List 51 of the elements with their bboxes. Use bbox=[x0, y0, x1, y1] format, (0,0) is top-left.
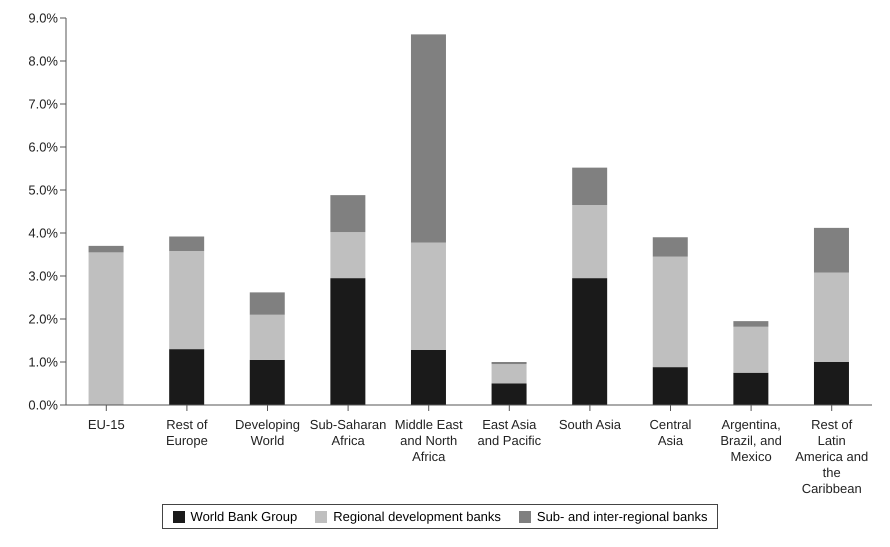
legend-label: Regional development banks bbox=[333, 509, 501, 524]
bar bbox=[330, 232, 366, 278]
bar bbox=[572, 205, 608, 278]
x-tick-label: Argentina, Brazil, and Mexico bbox=[720, 417, 782, 464]
y-tick-label: 8.0% bbox=[28, 54, 58, 69]
y-tick-label: 9.0% bbox=[28, 10, 58, 26]
bar bbox=[572, 278, 608, 405]
bar bbox=[492, 364, 527, 384]
x-tick-label: Rest of Europe bbox=[166, 417, 208, 448]
bar bbox=[88, 252, 124, 405]
bar bbox=[733, 321, 768, 327]
y-tick-label: 7.0% bbox=[28, 96, 58, 112]
bar bbox=[733, 372, 768, 405]
bar bbox=[814, 272, 849, 362]
bar bbox=[410, 34, 446, 242]
x-tick-label: EU-15 bbox=[88, 417, 125, 432]
y-tick-label: 1.0% bbox=[28, 354, 58, 370]
x-tick-label: Central Asia bbox=[650, 417, 692, 448]
x-tick-label: East Asia and Pacific bbox=[478, 417, 542, 448]
bar bbox=[652, 256, 688, 368]
x-tick-label: Rest of Latin America and the Caribbean bbox=[795, 417, 868, 496]
bar bbox=[250, 314, 285, 360]
x-tick-label: Middle East and North Africa bbox=[394, 417, 464, 464]
bar bbox=[814, 228, 849, 273]
bar bbox=[169, 349, 204, 405]
y-tick-label: 0.0% bbox=[28, 398, 58, 413]
bar bbox=[169, 251, 204, 350]
y-tick-label: 6.0% bbox=[28, 140, 58, 155]
bar bbox=[410, 242, 446, 350]
bar bbox=[652, 237, 688, 257]
bar bbox=[330, 195, 366, 232]
bar bbox=[410, 350, 446, 405]
bar bbox=[250, 292, 285, 315]
bar bbox=[733, 326, 768, 373]
bar bbox=[652, 367, 688, 405]
bar bbox=[492, 384, 527, 405]
y-tick-label: 5.0% bbox=[28, 182, 58, 198]
legend-label: World Bank Group bbox=[190, 509, 298, 524]
bar bbox=[169, 236, 204, 252]
x-tick-label: Developing World bbox=[234, 417, 300, 448]
y-tick-label: 4.0% bbox=[28, 226, 58, 241]
bar bbox=[572, 168, 608, 206]
legend-label: Sub- and inter-regional banks bbox=[536, 509, 708, 524]
bar bbox=[814, 362, 849, 405]
bar bbox=[250, 360, 285, 405]
y-tick-label: 3.0% bbox=[28, 268, 58, 284]
x-tick-label: South Asia bbox=[558, 417, 622, 432]
bar bbox=[88, 246, 124, 252]
x-tick-label: Sub-Saharan Africa bbox=[310, 417, 386, 448]
y-tick-label: 2.0% bbox=[28, 312, 58, 327]
bar bbox=[330, 278, 366, 405]
